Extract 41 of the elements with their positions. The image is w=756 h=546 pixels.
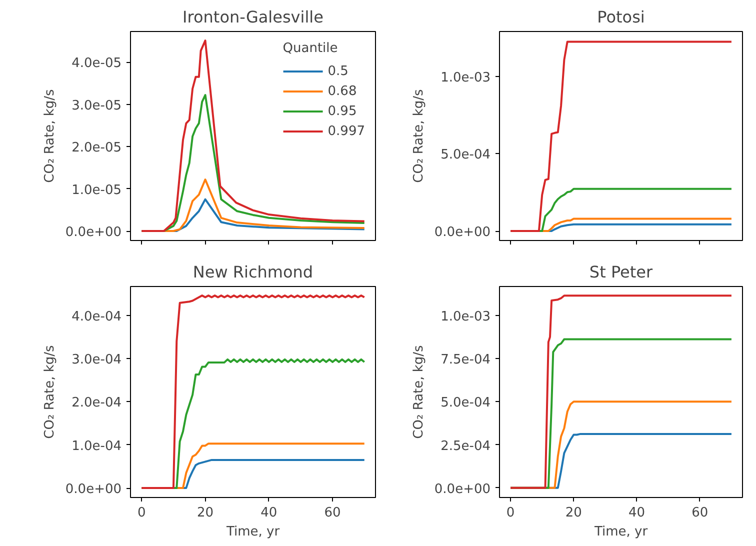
chart-title: St Peter [589, 262, 653, 282]
y-tick-label: 5.0e-04 [440, 396, 490, 411]
x-tick-label: 60 [324, 506, 341, 520]
y-tick-label: 0.0e+00 [65, 482, 122, 498]
legend-label: 0.5 [328, 64, 348, 78]
x-tick-label: 20 [565, 506, 582, 520]
y-tick-label: 7.5e-04 [440, 352, 490, 368]
y-tick-label: 2.0e-05 [72, 140, 122, 156]
legend-label: 0.95 [328, 104, 357, 118]
y-axis-title: CO₂ Rate, kg/s [42, 88, 58, 183]
y-tick-label: 1.0e-04 [72, 438, 122, 454]
y-tick-label: 1.0e-03 [440, 309, 490, 324]
x-tick-label: 20 [197, 506, 214, 520]
y-tick-label: 2.0e-04 [72, 396, 122, 411]
y-tick-label: 4.0e-04 [72, 309, 122, 324]
y-tick-label: 4.0e-05 [72, 56, 122, 72]
y-tick-label: 3.0e-05 [72, 98, 122, 114]
x-tick-label: 40 [628, 506, 646, 520]
x-tick-label: 0 [506, 506, 515, 520]
chart-title: Ironton-Galesville [182, 8, 324, 26]
y-tick-label: 2.5e-04 [440, 438, 490, 454]
x-tick-label: 60 [692, 506, 708, 520]
y-axis-title: CO₂ Rate, kg/s [411, 88, 426, 183]
x-tick-label: 40 [260, 506, 278, 520]
legend-label: 0.997 [328, 124, 365, 138]
legend-title: Quantile [282, 41, 339, 56]
y-tick-label: 0.0e+00 [434, 225, 490, 240]
y-axis-title: CO₂ Rate, kg/s [42, 344, 58, 439]
x-tick-label: 0 [138, 506, 146, 520]
x-axis-title: Time, yr [225, 524, 280, 540]
chart-title: New Richmond [192, 262, 314, 282]
legend-label: 0.68 [328, 84, 357, 98]
y-tick-label: 3.0e-04 [72, 352, 122, 368]
y-tick-label: 0.0e+00 [434, 482, 490, 497]
chart-title: Potosi [597, 8, 645, 26]
y-tick-label: 0.0e+00 [65, 225, 122, 240]
y-axis-title: CO₂ Rate, kg/s [411, 344, 426, 439]
y-tick-label: 5.0e-04 [440, 148, 490, 163]
x-axis-title: Time, yr [593, 524, 648, 540]
y-tick-label: 1.0e-03 [440, 70, 490, 86]
y-tick-label: 1.0e-05 [72, 182, 122, 198]
